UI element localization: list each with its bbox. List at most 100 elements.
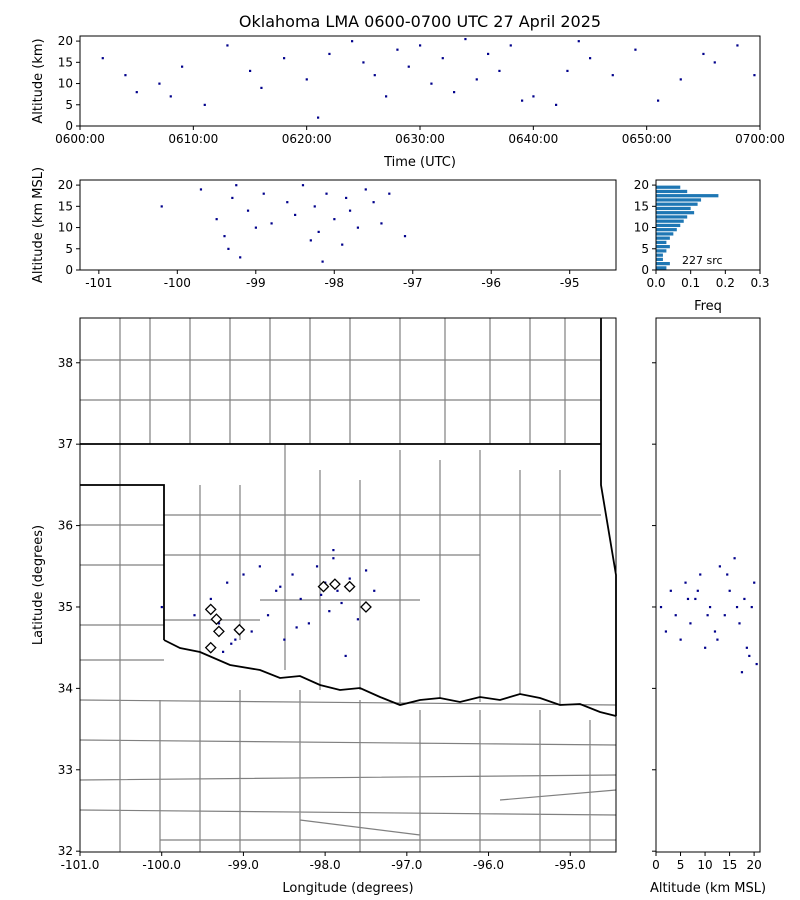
point <box>260 86 263 89</box>
point <box>286 201 289 204</box>
point <box>344 654 347 658</box>
x-tick-label: 0.1 <box>681 276 700 290</box>
x-tick-label: 0650:00 <box>622 132 672 146</box>
point <box>348 577 351 580</box>
x-tick-label: 0610:00 <box>168 132 218 146</box>
point <box>340 601 343 605</box>
x-tick-label: 0.2 <box>716 276 735 290</box>
point <box>135 91 138 94</box>
y-axis-label: Altitude (km MSL) <box>31 167 46 283</box>
x-tick-label: -95 <box>560 276 580 290</box>
point <box>577 40 580 43</box>
point <box>728 589 731 592</box>
bar <box>656 253 663 257</box>
point <box>669 589 672 592</box>
point <box>235 184 238 187</box>
point <box>750 605 753 609</box>
plot-area <box>659 557 758 674</box>
point <box>325 192 328 195</box>
y-tick-label: 10 <box>634 221 649 235</box>
bar <box>656 219 684 223</box>
y-tick-label: 32 <box>58 844 73 858</box>
point <box>364 188 367 191</box>
point <box>634 48 637 51</box>
x-tick-label: 15 <box>722 858 737 872</box>
bar <box>656 185 681 189</box>
point <box>364 569 368 572</box>
point <box>689 622 692 625</box>
point <box>226 44 229 47</box>
station <box>233 623 246 636</box>
point <box>373 589 376 592</box>
x-tick-label: -98.0 <box>310 858 341 872</box>
point <box>356 226 360 229</box>
point <box>403 235 407 238</box>
y-tick-label: 15 <box>58 55 73 69</box>
y-tick-label: 33 <box>58 763 73 777</box>
y-tick-label: 20 <box>634 178 649 192</box>
point <box>611 74 614 77</box>
point <box>659 605 663 609</box>
point <box>309 239 312 242</box>
point <box>723 614 726 617</box>
point <box>706 614 709 617</box>
point <box>320 593 323 596</box>
point <box>315 565 319 568</box>
station <box>204 641 217 654</box>
bar <box>656 257 663 262</box>
point <box>498 69 501 73</box>
plot-area <box>160 184 407 263</box>
station <box>343 580 356 593</box>
axes-frame <box>79 35 761 127</box>
point <box>532 95 535 98</box>
x-tick-label: -95.0 <box>555 858 586 872</box>
x-tick-label: -99 <box>246 276 266 290</box>
point <box>441 57 444 60</box>
bar <box>656 206 691 211</box>
point <box>351 40 354 43</box>
point <box>380 222 383 225</box>
point <box>555 103 558 106</box>
point <box>385 95 388 98</box>
point <box>328 52 331 56</box>
y-tick-label: 15 <box>634 199 649 213</box>
point <box>388 192 391 195</box>
x-tick-label: 0 <box>652 858 660 872</box>
point <box>407 65 410 68</box>
y-tick-label: 38 <box>58 356 73 370</box>
x-tick-label: 0620:00 <box>282 132 332 146</box>
point <box>158 82 161 85</box>
point <box>664 630 668 633</box>
bar <box>656 232 674 236</box>
bar <box>656 198 702 202</box>
point <box>686 597 690 601</box>
point <box>726 573 729 576</box>
point <box>373 74 376 77</box>
point <box>307 622 310 625</box>
point <box>275 589 278 592</box>
point <box>362 61 365 64</box>
point <box>169 95 172 98</box>
point <box>348 209 352 212</box>
point <box>279 585 282 588</box>
plot-area <box>160 548 376 658</box>
bar <box>656 249 667 253</box>
point <box>699 573 702 576</box>
x-axis-label: Freq <box>694 299 722 314</box>
point <box>160 205 163 208</box>
y-tick-label: 36 <box>58 519 73 533</box>
point <box>521 99 524 102</box>
point <box>332 548 335 552</box>
point <box>738 622 741 625</box>
y-tick-label: 5 <box>641 242 649 256</box>
point <box>239 256 242 259</box>
point <box>294 213 297 217</box>
point <box>181 65 184 68</box>
point <box>215 218 218 221</box>
point <box>733 557 736 560</box>
bar <box>656 211 695 215</box>
point <box>713 61 716 64</box>
point <box>713 630 717 633</box>
panel: -101 -100 -99 -98 -97 -96 -95 0 5 10 15 20 Altitude … <box>31 167 617 290</box>
y-tick-label: 34 <box>58 681 73 695</box>
